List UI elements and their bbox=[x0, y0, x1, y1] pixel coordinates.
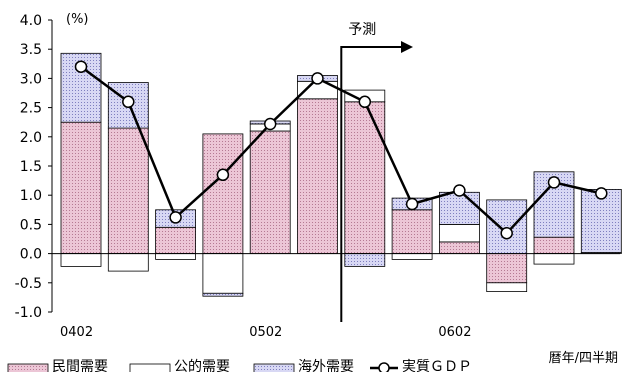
overseas-demand-bar bbox=[486, 199, 528, 254]
public-demand-bar bbox=[107, 253, 149, 272]
y-tick-label: 1.5 bbox=[20, 159, 42, 175]
private-demand-bar bbox=[155, 226, 197, 255]
gdp-point bbox=[595, 187, 608, 200]
forecast-label: 予測 bbox=[348, 22, 376, 38]
y-tick-label: 4.0 bbox=[20, 13, 42, 29]
overseas-demand-bar bbox=[580, 188, 622, 253]
private-demand-bar bbox=[533, 236, 575, 254]
gdp-point bbox=[263, 117, 277, 131]
private-demand-bar bbox=[107, 127, 149, 254]
gdp-point bbox=[358, 95, 372, 109]
y-tick-label: 1.0 bbox=[20, 188, 42, 204]
legend-label: 海外需要 bbox=[298, 359, 354, 372]
public-demand-bar bbox=[60, 253, 102, 267]
private-demand-bar bbox=[60, 121, 102, 254]
overseas-demand-bar bbox=[202, 292, 244, 297]
y-tick-label: -1.0 bbox=[15, 305, 42, 321]
private-demand-bar bbox=[344, 101, 386, 255]
legend-swatch bbox=[7, 363, 49, 372]
y-tick-label: 2.5 bbox=[20, 101, 42, 117]
private-demand-bar bbox=[391, 209, 433, 255]
gdp-point bbox=[500, 226, 513, 240]
private-demand-bar bbox=[486, 253, 528, 284]
overseas-demand-bar bbox=[438, 191, 480, 225]
legend-label: 実質ＧＤＰ bbox=[402, 359, 472, 372]
public-demand-bar bbox=[533, 253, 575, 265]
gdp-point bbox=[453, 184, 466, 197]
legend-label: 民間需要 bbox=[52, 359, 108, 372]
y-tick-label: 3.5 bbox=[20, 42, 42, 58]
private-demand-bar bbox=[202, 133, 244, 254]
unit-label: (%) bbox=[66, 12, 89, 27]
y-tick-label: -0.5 bbox=[15, 276, 42, 292]
public-demand-bar bbox=[391, 253, 433, 260]
public-demand-bar bbox=[486, 282, 528, 292]
gdp-point bbox=[547, 176, 561, 189]
legend: 民間需要 公的需要 海外需要 実質ＧＤＰ bbox=[7, 359, 472, 372]
gdp-point bbox=[216, 168, 230, 182]
forecast-arrow-head bbox=[401, 41, 413, 53]
gdp-point bbox=[169, 211, 182, 224]
y-tick-label: 3.0 bbox=[20, 71, 42, 87]
legend-swatch bbox=[129, 363, 171, 372]
overseas-demand-bar bbox=[344, 253, 386, 267]
public-demand-bar bbox=[155, 253, 197, 260]
public-demand-bar bbox=[438, 223, 480, 243]
legend-swatch bbox=[253, 363, 295, 372]
axes: 4.0 3.5 3.0 2.5 2.0 1.5 1.0 0.5 0.0 -0.5 -1.0 0402 0… bbox=[15, 13, 620, 340]
gdp-point bbox=[122, 95, 135, 109]
x-tick-label: 0402 bbox=[60, 325, 93, 340]
private-demand-bar bbox=[249, 130, 291, 254]
y-tick-label: 0.0 bbox=[20, 247, 42, 263]
x-axis-title: 暦年/四半期 bbox=[549, 351, 618, 366]
private-demand-bar bbox=[438, 241, 480, 254]
legend-label: 公的需要 bbox=[174, 359, 230, 372]
gdp-point bbox=[74, 60, 88, 73]
x-tick-label: 0602 bbox=[438, 325, 471, 340]
forecast-marker: 予測 bbox=[340, 22, 413, 322]
y-tick-label: 2.0 bbox=[20, 130, 42, 146]
y-tick-label: 0.5 bbox=[20, 217, 42, 233]
gdp-point bbox=[405, 197, 419, 211]
x-tick-label: 0502 bbox=[249, 325, 282, 340]
private-demand-bar bbox=[297, 98, 338, 255]
legend-marker bbox=[378, 362, 390, 372]
gdp-point bbox=[311, 72, 324, 85]
public-demand-bar bbox=[202, 253, 244, 294]
